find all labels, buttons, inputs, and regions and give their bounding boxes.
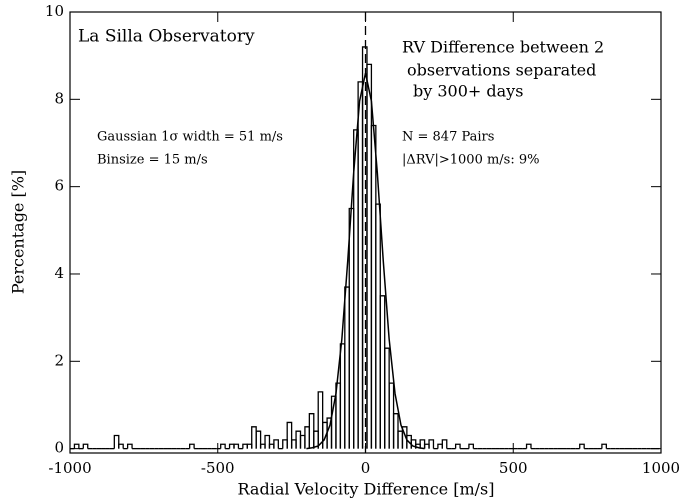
histogram-bar bbox=[388, 382, 395, 449]
histogram-bar bbox=[82, 443, 89, 449]
y-tick-label: 2 bbox=[54, 351, 64, 369]
histogram-bar bbox=[282, 439, 288, 449]
histogram-bar bbox=[308, 413, 315, 449]
annotation: Gaussian 1σ width = 51 m/s bbox=[97, 130, 283, 145]
histogram-bar bbox=[454, 443, 461, 449]
histogram-bar bbox=[601, 443, 607, 449]
histogram-bar bbox=[286, 421, 293, 449]
histogram-bar bbox=[259, 443, 266, 449]
histogram-bar bbox=[246, 443, 253, 449]
y-tick-label: 8 bbox=[54, 89, 64, 107]
y-tick-label: 0 bbox=[54, 439, 64, 457]
x-tick-label: -500 bbox=[201, 459, 235, 477]
chart-title: La Silla Observatory bbox=[78, 27, 255, 47]
histogram-bar bbox=[579, 443, 585, 449]
histogram-bar bbox=[428, 439, 435, 449]
x-tick-label: -1000 bbox=[48, 459, 91, 477]
y-tick-label: 4 bbox=[54, 264, 64, 282]
histogram-bar bbox=[228, 443, 235, 449]
histogram-bar bbox=[441, 439, 448, 449]
histogram-bar bbox=[73, 443, 80, 449]
histogram-bar bbox=[357, 81, 364, 449]
histogram-bar bbox=[468, 443, 475, 449]
x-tick-label: 1000 bbox=[642, 459, 680, 477]
histogram-bar bbox=[113, 434, 120, 449]
histogram-bar bbox=[525, 443, 532, 449]
note: by 300+ days bbox=[413, 82, 523, 101]
annotation: N = 847 Pairs bbox=[402, 130, 494, 145]
histogram-bar bbox=[290, 439, 297, 449]
histogram-bar bbox=[344, 286, 350, 449]
annotation: |ΔRV|>1000 m/s: 9% bbox=[402, 153, 539, 168]
note: RV Difference between 2 bbox=[402, 38, 604, 57]
histogram-bar bbox=[299, 434, 306, 449]
histogram-bar bbox=[118, 443, 124, 449]
histogram-bar bbox=[375, 203, 381, 449]
histogram-bar bbox=[379, 295, 386, 449]
histogram-bar bbox=[423, 443, 430, 449]
histogram-bar bbox=[264, 434, 271, 449]
y-tick-label: 10 bbox=[45, 2, 64, 20]
histogram-bar bbox=[339, 343, 346, 449]
x-tick-label: 0 bbox=[361, 459, 371, 477]
histogram-bar bbox=[437, 443, 443, 449]
histogram-bar bbox=[126, 443, 133, 449]
histogram-bar bbox=[397, 430, 404, 449]
histogram-bar bbox=[220, 443, 226, 449]
histogram-bar bbox=[251, 426, 257, 449]
histogram-bar bbox=[384, 347, 390, 449]
x-axis-label: Radial Velocity Difference [m/s] bbox=[238, 480, 495, 499]
histogram-bar bbox=[353, 129, 359, 449]
histogram-bar bbox=[233, 443, 240, 449]
histogram-bar bbox=[361, 46, 368, 449]
y-axis-label: Percentage [%] bbox=[9, 170, 28, 294]
annotation: Binsize = 15 m/s bbox=[97, 153, 208, 168]
histogram-bar bbox=[304, 426, 311, 449]
histogram-bar bbox=[295, 430, 302, 449]
histogram-bar bbox=[348, 207, 355, 449]
histogram-bar bbox=[255, 430, 262, 449]
histogram-bar bbox=[242, 443, 248, 449]
x-tick-label: 500 bbox=[499, 459, 528, 477]
note: observations separated bbox=[407, 61, 596, 80]
histogram-bar bbox=[273, 439, 279, 449]
histogram-bar bbox=[189, 443, 195, 449]
histogram-bar bbox=[317, 391, 324, 449]
y-tick-label: 6 bbox=[54, 177, 64, 195]
histogram-bar bbox=[392, 413, 399, 449]
histogram-bar bbox=[370, 124, 377, 449]
histogram-bar bbox=[366, 63, 373, 449]
histogram-bar bbox=[268, 443, 275, 449]
